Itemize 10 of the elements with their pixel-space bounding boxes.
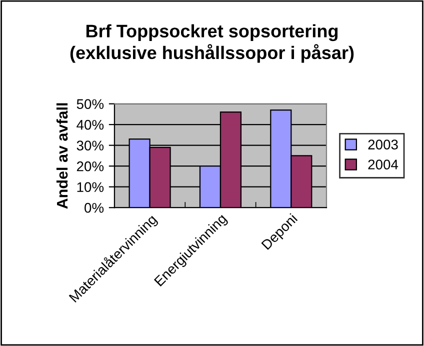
- y-tick-label: 10%: [77, 182, 104, 192]
- y-tick-label: 30%: [76, 140, 104, 150]
- y-tick-label: 40%: [76, 120, 104, 130]
- legend-label: 2004: [368, 160, 398, 170]
- chart-title: Brf Toppsockret sopsortering (exklusive hushållssopor i påsar): [70, 24, 354, 63]
- legend-label: 2003: [368, 140, 398, 150]
- y-axis-title: Andel av avfall: [56, 103, 68, 209]
- y-tick-label: 0%: [84, 202, 104, 213]
- y-tick-label: 20%: [76, 161, 104, 172]
- y-tick-label: 50%: [76, 99, 104, 109]
